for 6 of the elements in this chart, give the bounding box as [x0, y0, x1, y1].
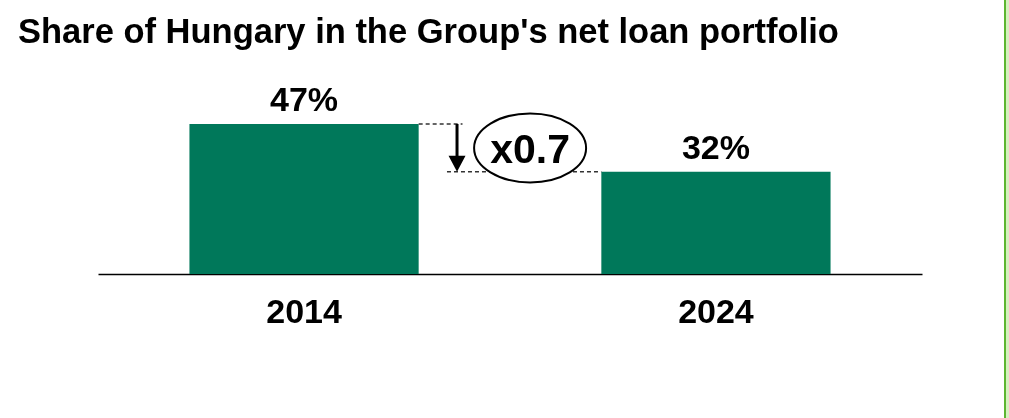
x-tick-label: 2014	[266, 291, 342, 330]
chart-title: Share of Hungary in the Group's net loan portfolio	[18, 11, 839, 50]
data-label: 47%	[270, 80, 339, 118]
annotation: x0.7	[490, 125, 570, 172]
data-label: 32%	[681, 127, 750, 166]
x-tick-label: 2024	[678, 291, 754, 330]
